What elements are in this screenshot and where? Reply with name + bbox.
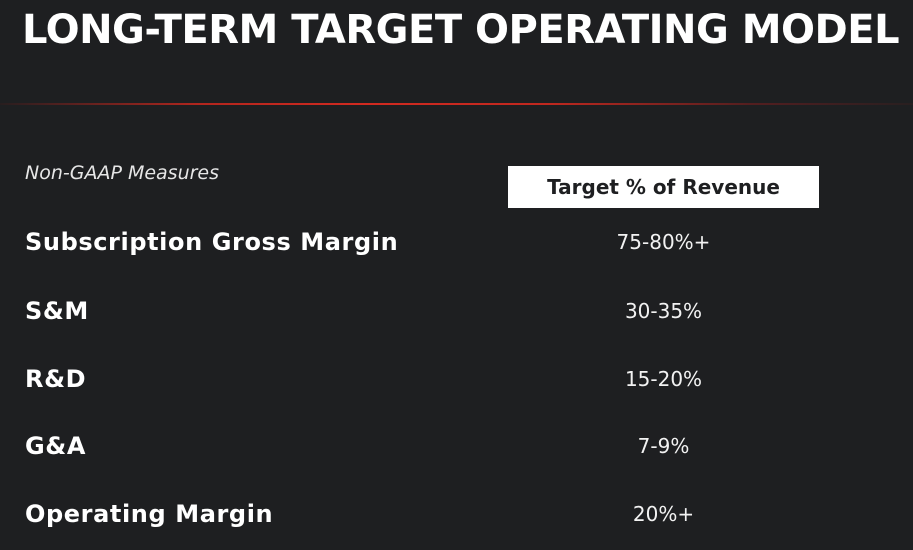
row-value: 30-35% <box>624 299 703 323</box>
row-value: 20%+ <box>632 502 695 526</box>
table-row: Operating Margin 20%+ <box>0 496 913 532</box>
row-label: Subscription Gross Margin <box>25 228 399 256</box>
column-header-box: Target % of Revenue <box>508 166 819 208</box>
column-header-label: Target % of Revenue <box>547 175 780 199</box>
table-row: Subscription Gross Margin 75-80%+ <box>0 224 913 260</box>
row-label: G&A <box>25 432 87 460</box>
table-row: R&D 15-20% <box>0 361 913 397</box>
row-label: S&M <box>25 297 89 325</box>
non-gaap-subheading: Non-GAAP Measures <box>25 162 220 184</box>
row-label: R&D <box>25 365 87 393</box>
row-value: 75-80%+ <box>616 230 711 254</box>
table-row: S&M 30-35% <box>0 293 913 329</box>
red-divider-line <box>0 103 913 105</box>
slide-title: LONG-TERM TARGET OPERATING MODEL <box>22 7 900 53</box>
table-row: G&A 7-9% <box>0 428 913 464</box>
row-value: 7-9% <box>637 434 690 458</box>
row-value: 15-20% <box>624 367 703 391</box>
row-label: Operating Margin <box>25 500 274 528</box>
